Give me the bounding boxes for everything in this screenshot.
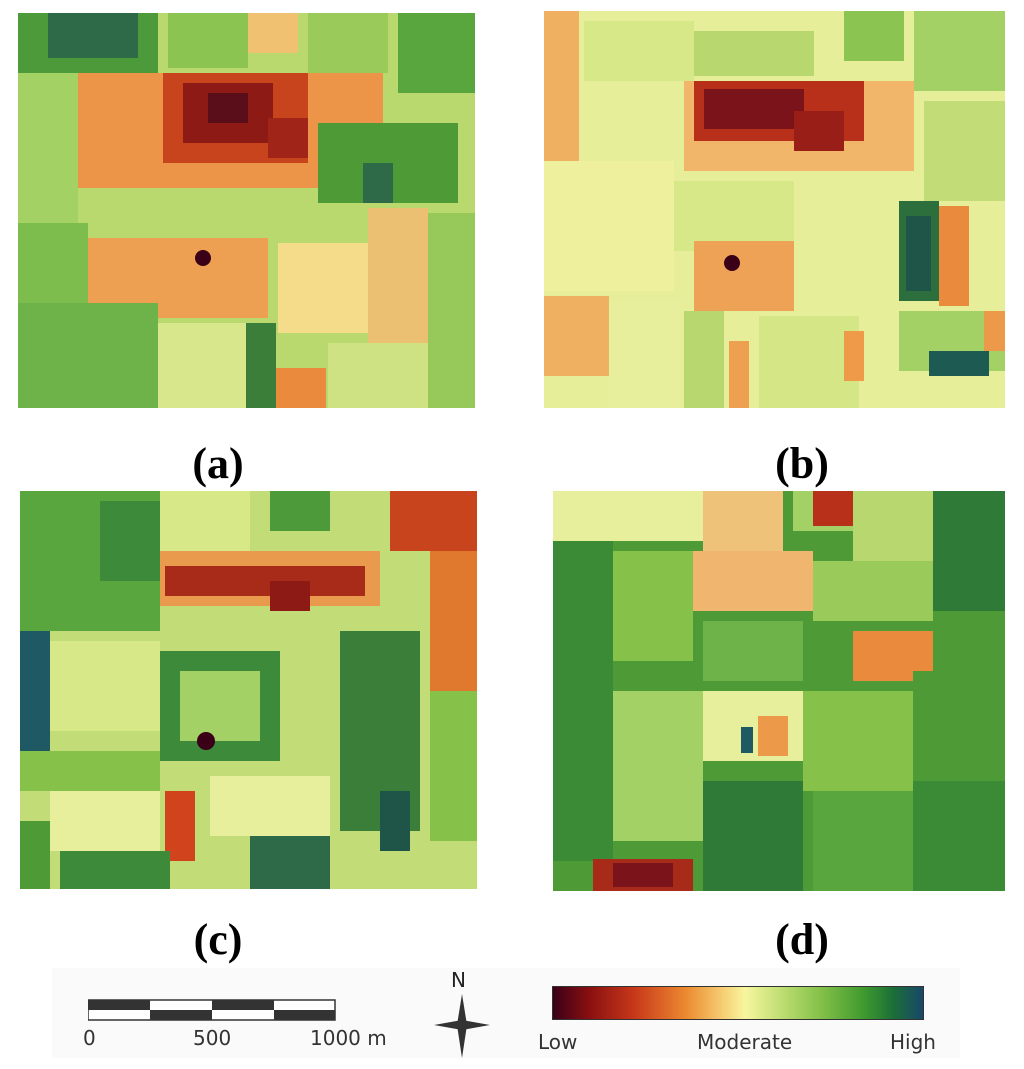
panel-caption-a: (a) (192, 439, 244, 488)
color-ramp-bar (552, 986, 924, 1020)
map-panel-a (18, 13, 475, 408)
ramp-label-high: High (890, 1030, 936, 1054)
map-panel-c (20, 491, 477, 889)
vegetation-map-d (553, 491, 1005, 891)
map-panel-d (553, 491, 1005, 891)
scale-tick-1000: 1000 m (310, 1026, 387, 1050)
vegetation-map-b (544, 11, 1005, 408)
ramp-label-low: Low (538, 1030, 578, 1054)
panel-caption-b: (b) (775, 439, 829, 488)
compass-star-icon (434, 994, 490, 1058)
vegetation-map-c (20, 491, 477, 889)
scale-tick-0: 0 (83, 1026, 96, 1050)
scale-bar (88, 999, 336, 1021)
scale-tick-500: 500 (193, 1026, 232, 1050)
north-label: N (451, 968, 466, 992)
vegetation-map-a (18, 13, 475, 408)
panel-caption-d: (d) (775, 915, 829, 964)
panel-caption-c: (c) (193, 915, 243, 964)
map-panel-b (544, 11, 1005, 408)
ramp-label-moderate: Moderate (697, 1030, 793, 1054)
